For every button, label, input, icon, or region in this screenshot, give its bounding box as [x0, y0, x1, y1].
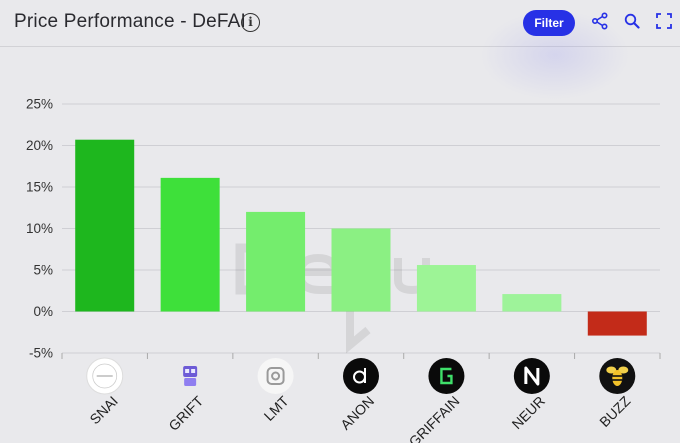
anon-logo-icon [343, 358, 379, 394]
bar-chart: 25% 20% 15% 10% 5% 0% -5% SNAI GRIFT LMT ANON GRIF… [26, 97, 661, 443]
y-tick-label: 10% [26, 221, 53, 236]
x-category-label: SNAI [86, 393, 120, 427]
snai-logo-icon [86, 357, 124, 395]
bar-lmt[interactable] [246, 211, 306, 312]
x-category-label: LMT [261, 392, 292, 423]
search-icon[interactable] [623, 12, 641, 30]
x-category-label: GRIFFAIN [406, 393, 463, 443]
bar-neur[interactable] [502, 294, 562, 312]
neur-n-icon [513, 358, 550, 394]
y-tick-label: -5% [29, 346, 53, 361]
x-category-label: ANON [337, 393, 377, 433]
x-category-label: BUZZ [596, 392, 633, 429]
bar-buzz[interactable] [587, 311, 647, 336]
bar-grift[interactable] [160, 177, 220, 312]
share-icon[interactable] [591, 12, 609, 30]
griffain-g-icon [428, 358, 465, 394]
fullscreen-icon[interactable] [655, 12, 673, 30]
chart-header: Price Performance - DeFAI i Filter [0, 0, 680, 100]
lmt-logo-icon [257, 358, 294, 394]
bar-griffain[interactable] [416, 265, 476, 312]
bar-snai[interactable] [75, 139, 135, 312]
y-tick-label: 15% [26, 180, 53, 195]
chart-title: Price Performance - DeFAI [14, 11, 247, 32]
y-tick-label: 20% [26, 138, 53, 153]
filter-button[interactable]: Filter [523, 10, 575, 36]
bar-anon[interactable] [331, 228, 391, 312]
info-icon[interactable]: i [241, 13, 260, 32]
y-tick-label: 0% [33, 304, 53, 319]
grift-robot-icon [183, 366, 198, 386]
buzz-bee-icon [599, 358, 636, 394]
y-tick-label: 25% [26, 97, 53, 112]
x-category-label: GRIFT [165, 392, 206, 433]
x-category-label: NEUR [509, 393, 548, 432]
y-tick-label: 5% [33, 263, 53, 278]
